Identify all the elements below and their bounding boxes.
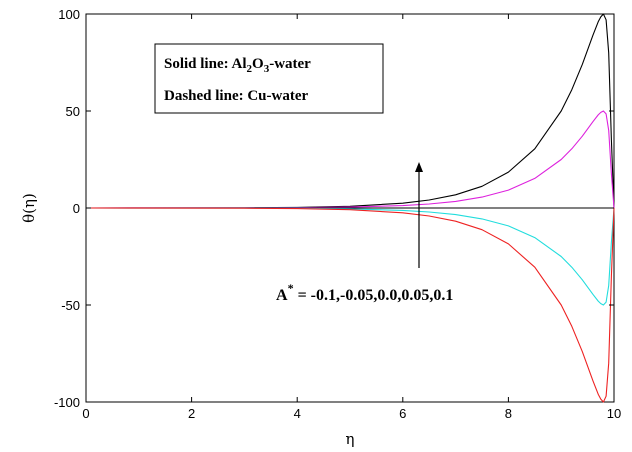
x-axis-ticks: 0 2 4 6 8 10: [82, 14, 621, 421]
series-line-1: [85, 110, 615, 209]
legend-dashed-line: Dashed line: Cu-water: [164, 88, 308, 104]
series-line-4: [85, 207, 615, 403]
legend-sub-2: 2: [247, 63, 253, 75]
x-tick-label: 0: [82, 406, 89, 421]
series-line-3: [85, 207, 615, 306]
y-tick-label: 100: [58, 7, 80, 22]
x-tick-label: 10: [607, 406, 621, 421]
y-axis-label: θ(η): [20, 193, 38, 223]
x-tick-label: 4: [294, 406, 301, 421]
x-tick-label: 8: [505, 406, 512, 421]
legend-solid-prefix: Solid line: Al: [164, 56, 247, 72]
annotation-values: = -0.1,-0.05,0.0,0.05,0.1: [294, 287, 454, 304]
legend-solid-mid: O: [252, 56, 264, 72]
y-tick-label: 0: [73, 201, 80, 216]
y-tick-label: -50: [61, 298, 80, 313]
legend-sub-3: 3: [264, 63, 270, 75]
series-line-0: [85, 13, 615, 209]
y-axis-ticks: 100 50 0 -50 -100: [54, 7, 614, 410]
x-tick-label: 6: [399, 406, 406, 421]
legend-solid-line: Solid line: Al2O3-water: [164, 56, 311, 75]
series-layer: [85, 13, 615, 403]
legend: Solid line: Al2O3-water Dashed line: Cu-…: [154, 43, 384, 114]
annotation-sup: *: [288, 281, 294, 295]
x-tick-label: 2: [188, 406, 195, 421]
parameter-annotation: A* = -0.1,-0.05,0.0,0.05,0.1: [276, 281, 453, 304]
y-tick-label: 50: [66, 104, 80, 119]
x-axis-label: η: [346, 430, 355, 448]
y-tick-label: -100: [54, 395, 80, 410]
annotation-base: A: [276, 287, 288, 304]
arrow-head: [415, 162, 423, 172]
annotation-arrow: [415, 162, 423, 268]
legend-box: [154, 43, 384, 114]
legend-solid-suffix: -water: [269, 56, 311, 72]
